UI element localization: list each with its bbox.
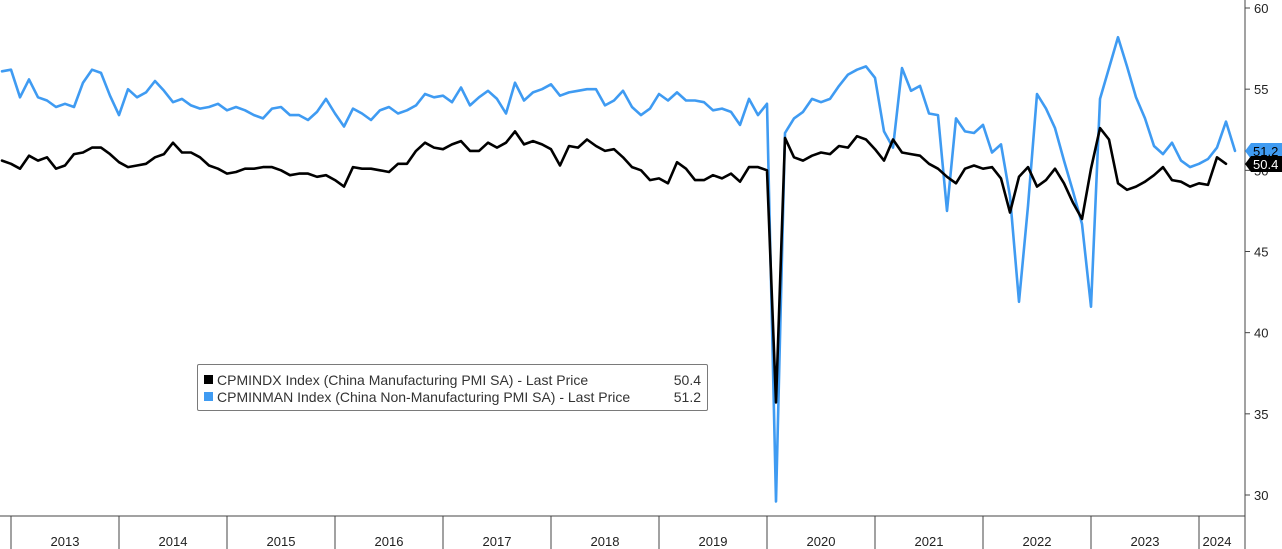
manufacturing-swatch <box>204 375 213 384</box>
legend-value-manufacturing: 50.4 <box>673 371 701 388</box>
legend-item-non-manufacturing: CPMINMAN Index (China Non-Manufacturing … <box>204 388 701 405</box>
legend-value-non-manufacturing: 51.2 <box>673 388 701 405</box>
x-tick-label: 2019 <box>699 534 728 549</box>
manufacturing-pmi-line <box>0 126 1228 404</box>
x-tick-label: 2017 <box>483 534 512 549</box>
non-manufacturing-last-badge: 51.2 <box>1245 143 1282 159</box>
y-tick-label: 30 <box>1254 488 1268 503</box>
x-tick-label: 2018 <box>591 534 620 549</box>
x-axis: 2013 2014 2015 2016 2017 2018 2019 2020 2021 2022… <box>0 515 1246 549</box>
y-axis: 30354045505560 <box>1244 0 1268 516</box>
badge-shape <box>1245 156 1282 172</box>
y-tick-label: 60 <box>1254 1 1268 16</box>
x-tick-label: 2024 <box>1203 534 1232 549</box>
y-tick-label: 35 <box>1254 407 1268 422</box>
legend: CPMINDX Index (China Manufacturing PMI S… <box>197 364 708 411</box>
x-tick-label: 2014 <box>159 534 188 549</box>
x-tick-label: 2022 <box>1023 534 1052 549</box>
non-manufacturing-swatch <box>204 392 213 401</box>
legend-label-manufacturing: CPMINDX Index (China Manufacturing PMI S… <box>217 371 589 388</box>
x-tick-label: 2020 <box>807 534 836 549</box>
legend-item-manufacturing: CPMINDX Index (China Manufacturing PMI S… <box>204 371 701 388</box>
x-tick-label: 2023 <box>1131 534 1160 549</box>
badge-shape <box>1245 143 1282 159</box>
series-lines <box>0 35 1237 503</box>
badge-value: 50.4 <box>1253 157 1278 172</box>
x-tick-label: 2016 <box>375 534 404 549</box>
x-tick-label: 2015 <box>267 534 296 549</box>
y-tick-label: 55 <box>1254 82 1268 97</box>
x-tick-label: 2013 <box>51 534 80 549</box>
manufacturing-last-badge: 50.4 <box>1245 156 1282 172</box>
x-tick-label: 2021 <box>915 534 944 549</box>
non-manufacturing-pmi-line <box>0 35 1237 503</box>
y-tick-label: 40 <box>1254 326 1268 341</box>
last-value-badges: 51.250.4 <box>1245 143 1282 172</box>
badge-value: 51.2 <box>1253 144 1278 159</box>
legend-label-non-manufacturing: CPMINMAN Index (China Non-Manufacturing … <box>217 388 631 405</box>
y-tick-label: 45 <box>1254 245 1268 260</box>
